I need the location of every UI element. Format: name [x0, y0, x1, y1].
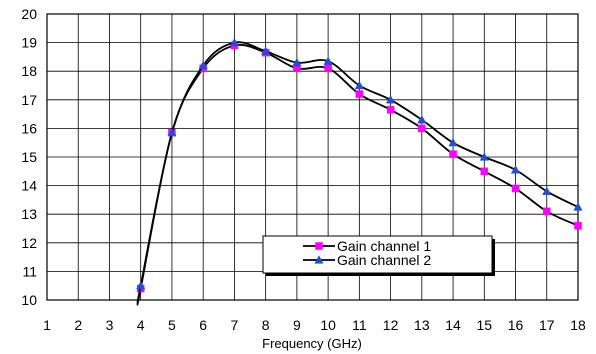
data-point-square — [386, 106, 395, 114]
x-tick-label: 12 — [383, 317, 399, 333]
x-tick-label: 6 — [199, 317, 207, 333]
data-point-square — [574, 221, 582, 230]
data-point-triangle — [198, 60, 208, 70]
y-tick-label: 16 — [21, 120, 37, 136]
data-point-square — [418, 124, 426, 133]
x-tick-label: 13 — [414, 317, 430, 333]
data-point-triangle — [323, 56, 333, 65]
legend-box — [262, 235, 493, 274]
data-point-triangle — [136, 280, 146, 290]
data-point-square — [543, 207, 551, 216]
data-point-square — [355, 90, 364, 98]
x-tick-label: 1 — [43, 317, 51, 333]
data-point-triangle — [167, 127, 177, 137]
data-point-triangle — [448, 137, 458, 147]
series-2 — [136, 37, 583, 304]
y-tick-label: 10 — [21, 292, 37, 308]
x-tick-label: 15 — [477, 317, 493, 333]
x-tick-label: 16 — [508, 317, 524, 333]
y-tick-label: 15 — [21, 149, 37, 165]
data-point-triangle — [417, 115, 427, 124]
data-point-triangle — [573, 202, 583, 211]
y-tick-labels: 10 11 12 13 14 15 16 17 18 19 20 — [21, 6, 37, 308]
data-point-triangle — [354, 80, 364, 90]
data-point-triangle — [542, 186, 552, 195]
data-point-triangle — [261, 46, 271, 55]
data-point-square — [449, 150, 457, 158]
data-point-triangle — [292, 57, 302, 67]
x-tick-label: 11 — [352, 317, 367, 333]
x-tick-label: 5 — [168, 317, 176, 333]
data-point-square — [324, 64, 332, 73]
y-tick-label: 14 — [21, 178, 37, 194]
x-tick-label: 8 — [262, 317, 270, 333]
legend-marker-triangle — [314, 255, 324, 264]
x-tick-label: 2 — [74, 317, 82, 333]
x-tick-label: 18 — [570, 317, 586, 333]
legend-label: Gain channel 2 — [337, 252, 431, 268]
data-point-square — [511, 184, 520, 193]
x-axis-title: Frequency (GHz) — [262, 336, 362, 351]
plot-area-frame — [46, 13, 579, 301]
legend-marker-square — [315, 242, 323, 250]
data-point-triangle — [229, 37, 240, 47]
x-tick-label: 7 — [231, 317, 239, 333]
legend-label: Gain channel 1 — [337, 238, 431, 254]
y-tick-label: 13 — [21, 206, 37, 222]
x-tick-label: 9 — [293, 317, 301, 333]
x-tick-label: 14 — [445, 317, 461, 333]
y-tick-label: 18 — [21, 63, 37, 79]
data-point-triangle — [385, 95, 396, 104]
series-layer — [136, 37, 583, 306]
x-tick-label: 4 — [137, 317, 145, 333]
x-tick-label: 10 — [320, 317, 336, 333]
y-tick-label: 19 — [21, 35, 37, 51]
data-point-triangle — [479, 152, 489, 161]
y-tick-label: 20 — [21, 6, 37, 22]
data-point-square — [480, 167, 489, 176]
y-tick-label: 12 — [21, 235, 37, 251]
x-tick-label: 3 — [106, 317, 114, 333]
data-point-triangle — [510, 165, 521, 174]
y-tick-label: 11 — [22, 263, 37, 279]
y-tick-label: 17 — [21, 92, 37, 108]
x-tick-labels: 1 2 3 4 5 6 7 8 9 10 11 12 13 14 15 16 17 18 — [43, 317, 586, 333]
x-tick-label: 17 — [539, 317, 555, 333]
